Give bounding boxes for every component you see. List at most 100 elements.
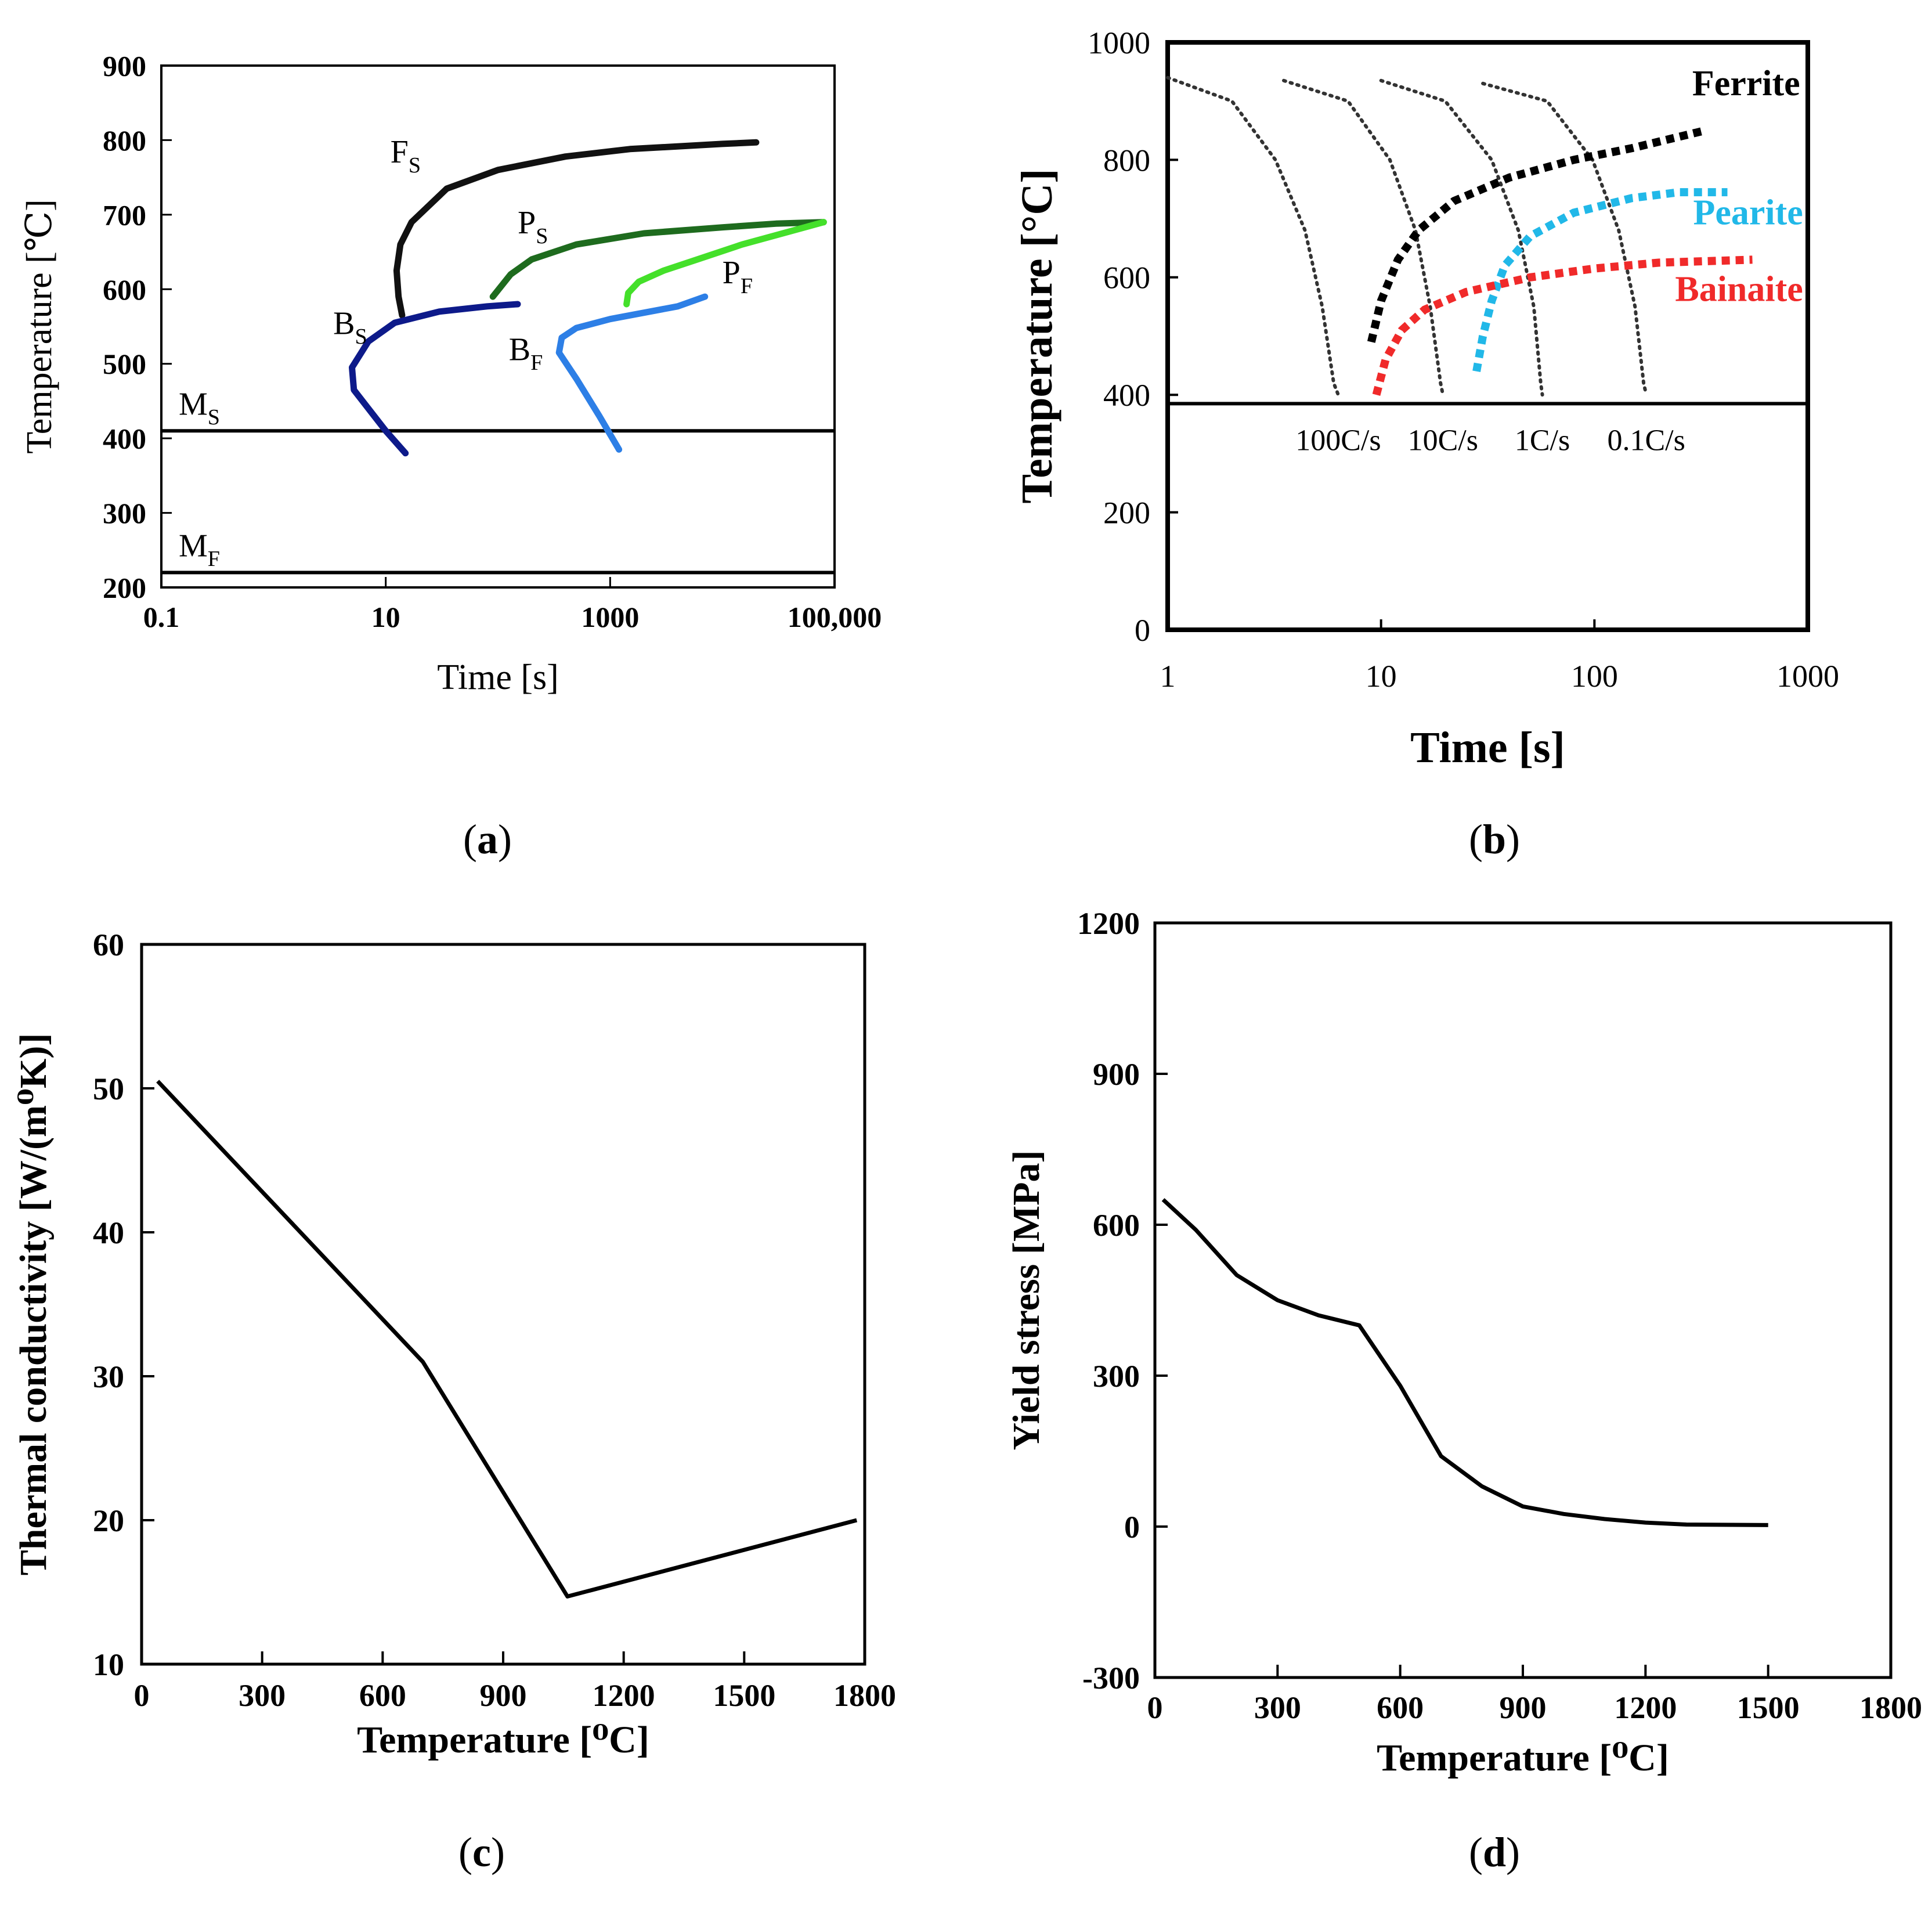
curve-label-bainite_start: BS (333, 305, 367, 349)
x-axis-label: Temperature [⁰C] (357, 1719, 649, 1761)
y-tick-label-2: 30 (93, 1359, 124, 1394)
panel-c-chart: 0 300 600 900 1200 1500 1800 10 20 30 40 50 60 Temper… (12, 928, 896, 1761)
y-tick-label-3: 600 (1093, 1208, 1140, 1243)
caption-c: (c) (458, 1829, 505, 1875)
plot-frame (1153, 921, 1893, 1679)
hline-label-1: MF (179, 528, 220, 571)
y-tick-label-1: 0 (1124, 1510, 1140, 1545)
cooling-curve-3 (1481, 81, 1648, 397)
phase-curve-1 (1472, 188, 1728, 372)
cooling-curve-0 (1166, 75, 1340, 397)
yield-stress-curve (1161, 1198, 1768, 1527)
curve-ferrite_start (393, 139, 760, 319)
x-tick-label-2: 600 (359, 1678, 406, 1713)
conductivity-curve (156, 1080, 858, 1599)
y-tick-label-4: 900 (1093, 1057, 1140, 1092)
curve-label-pearlite_start: PS (518, 205, 548, 248)
y-tick-label-2: 300 (1093, 1359, 1140, 1394)
y-axis-label: Temperature [°C] (1013, 168, 1061, 503)
x-tick-label-1: 300 (239, 1678, 286, 1713)
y-tick-label-4: 50 (93, 1072, 124, 1106)
y-tick-label-5: 1200 (1077, 906, 1140, 941)
caption-b: (b) (1468, 816, 1520, 863)
y-tick-label-1: 300 (103, 497, 146, 529)
x-tick-label-1: 300 (1254, 1690, 1301, 1725)
x-tick-label-0: 0.1 (143, 601, 180, 633)
y-tick-label-3: 600 (1103, 261, 1150, 295)
x-tick-label-1: 10 (1366, 659, 1397, 694)
y-tick-label-3: 40 (93, 1215, 124, 1250)
x-tick-label-5: 1500 (1737, 1690, 1800, 1725)
y-tick-label-1: 200 (1103, 496, 1150, 531)
curve-label-bainite_finish: BF (509, 331, 543, 375)
phase-label-1: Pearite (1693, 193, 1803, 233)
x-tick-label-2: 100 (1571, 659, 1618, 694)
x-tick-label-3: 100,000 (788, 601, 882, 633)
x-tick-label-6: 1800 (833, 1678, 896, 1713)
x-tick-label-0: 1 (1160, 659, 1176, 694)
y-tick-label-2: 400 (103, 423, 146, 455)
y-tick-label-7: 900 (103, 50, 146, 82)
y-axis-label: Yield stress [MPa] (1005, 1150, 1048, 1451)
caption-d-letter: d (1482, 1829, 1507, 1875)
cooling-rate-label-0: 100C/s (1295, 424, 1381, 457)
x-tick-label-1: 10 (371, 601, 400, 633)
y-tick-label-4: 800 (1103, 143, 1150, 178)
x-tick-label-4: 1200 (1614, 1690, 1677, 1725)
caption-a-letter: a (477, 816, 498, 863)
x-axis-label: Temperature [⁰C] (1377, 1737, 1669, 1779)
curve-bainite_start (349, 301, 521, 457)
caption-b-letter: b (1482, 816, 1507, 863)
x-tick-label-2: 600 (1377, 1690, 1424, 1725)
x-axis-label: Time [s] (1410, 723, 1565, 772)
caption-c-letter: c (472, 1829, 491, 1875)
y-axis-label: Temperature [℃] (20, 199, 59, 454)
panel-a-chart: 0.1 10 1000 100,000 200 300 400 500 600 700 800 900… (20, 50, 882, 698)
x-tick-label-3: 900 (480, 1678, 527, 1713)
curve-label-pearlite_finish: PF (723, 255, 753, 298)
x-tick-label-4: 1200 (593, 1678, 655, 1713)
y-tick-label-2: 400 (1103, 378, 1150, 413)
curve-pearlite_start (489, 219, 827, 300)
x-tick-label-3: 1000 (1776, 659, 1839, 694)
x-tick-label-5: 1500 (713, 1678, 775, 1713)
y-tick-label-5: 700 (103, 199, 146, 231)
y-tick-label-5: 60 (93, 928, 124, 962)
curve-label-ferrite_start: FS (391, 134, 421, 178)
y-tick-label-3: 500 (103, 348, 146, 380)
cooling-rate-label-2: 1C/s (1515, 424, 1570, 457)
y-tick-label-0: 10 (93, 1647, 124, 1682)
cooling-rate-label-1: 10C/s (1408, 424, 1478, 457)
y-axis-label: Thermal conductivity [W/(m⁰K)] (12, 1033, 55, 1575)
plot-frame (1165, 40, 1810, 632)
phase-label-2: Bainaite (1675, 269, 1803, 309)
caption-a: (a) (463, 816, 512, 863)
panel-d-chart: 0 300 600 900 1200 1500 1800-30003006009001200… (1005, 906, 1922, 1779)
x-tick-label-3: 900 (1500, 1690, 1547, 1725)
y-tick-label-0: 0 (1135, 613, 1150, 648)
caption-d: (d) (1468, 1829, 1520, 1875)
curve-bainite_finish (555, 293, 709, 453)
cooling-curve-1 (1282, 78, 1445, 397)
panel-b-chart: 1 10 100 1000 0 200 400 600 800 1000 Time [s] Tempe… (1013, 26, 1839, 772)
y-tick-label-6: 800 (103, 124, 146, 157)
x-tick-label-6: 1800 (1859, 1690, 1922, 1725)
y-tick-label-4: 600 (103, 273, 146, 306)
phase-label-0: Ferrite (1692, 64, 1800, 103)
x-axis-label: Time [s] (437, 658, 559, 697)
x-tick-label-2: 1000 (581, 601, 639, 633)
x-tick-label-0: 0 (1147, 1690, 1163, 1725)
cooling-rate-label-3: 0.1C/s (1608, 424, 1685, 457)
y-tick-label-0: 200 (103, 572, 146, 604)
y-tick-label-1: 20 (93, 1503, 124, 1538)
x-tick-label-0: 0 (134, 1678, 150, 1713)
plot-frame (140, 943, 866, 1666)
plot-frame (160, 64, 836, 589)
y-tick-label-5: 1000 (1088, 26, 1150, 60)
phase-curve-2 (1372, 255, 1753, 396)
y-tick-label-0: -300 (1082, 1661, 1140, 1695)
phase-curve-0 (1367, 126, 1706, 343)
curve-pearlite_finish (623, 219, 827, 308)
cooling-curve-2 (1379, 78, 1544, 397)
